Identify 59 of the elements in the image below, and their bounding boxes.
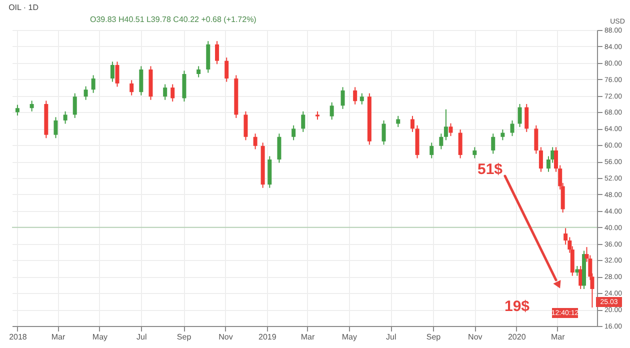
candlestick — [54, 116, 58, 139]
candlestick — [244, 110, 248, 141]
candlestick — [292, 124, 296, 141]
x-tick-label: Jul — [386, 332, 396, 342]
x-tick-label: 2020 — [508, 332, 526, 342]
candlestick — [115, 61, 120, 88]
candlestick — [430, 142, 434, 159]
candlestick — [277, 133, 282, 164]
candlestick — [15, 104, 20, 116]
annotation: 51$ — [477, 161, 504, 178]
x-tick-label: May — [342, 332, 357, 342]
candlestick — [448, 122, 453, 137]
annotation: 19$ — [504, 298, 530, 315]
candlestick — [518, 104, 522, 128]
candlestick — [524, 104, 529, 132]
candlestick — [491, 133, 496, 154]
candlestick — [170, 84, 175, 102]
candlestick — [500, 128, 505, 141]
candlestick — [439, 133, 444, 150]
candlestick — [472, 146, 477, 159]
candlestick — [139, 66, 144, 96]
candlestick — [30, 100, 34, 112]
text: O39.83 H40.51 L39.78 C40.22 +0.68 (+1.72%) — [90, 15, 257, 24]
candlestick — [72, 92, 77, 118]
x-tick-label: Jul — [136, 332, 147, 342]
x-tick-label: 2019 — [258, 332, 277, 342]
chart-title: OIL · 1D — [8, 3, 39, 12]
candlestick — [63, 110, 68, 124]
x-tick-label: Mar — [51, 332, 66, 342]
candlestick — [84, 86, 88, 100]
candlestick — [410, 115, 414, 132]
candlestick — [110, 61, 114, 82]
candlestick — [130, 80, 134, 96]
x-tick-label: May — [92, 332, 108, 342]
candlestick — [91, 74, 96, 94]
x-tick-label: Mar — [300, 332, 315, 342]
x-tick-label: Sep — [176, 332, 192, 342]
candlestick — [444, 108, 448, 141]
x-tick-label: Sep — [426, 332, 442, 342]
candlestick — [330, 102, 334, 120]
x-tick-label: Nov — [468, 332, 482, 342]
x-tick-label: Nov — [218, 332, 233, 342]
x-tick-label: Mar — [550, 332, 566, 342]
candlestick — [458, 128, 462, 159]
candlestick — [215, 40, 220, 65]
candlestick — [224, 57, 229, 82]
candlestick — [538, 146, 543, 172]
candlestick — [382, 120, 386, 146]
candlestick — [196, 66, 201, 78]
candlestick — [534, 124, 538, 154]
candlestick — [301, 110, 306, 132]
candlestick — [253, 133, 258, 150]
candlestick — [340, 86, 345, 110]
x-tick-label: 2018 — [9, 332, 28, 342]
candlestick — [163, 84, 168, 100]
candlestick — [353, 86, 358, 105]
candlestick — [360, 92, 364, 105]
candlestick — [396, 115, 400, 128]
candlestick — [510, 120, 514, 137]
